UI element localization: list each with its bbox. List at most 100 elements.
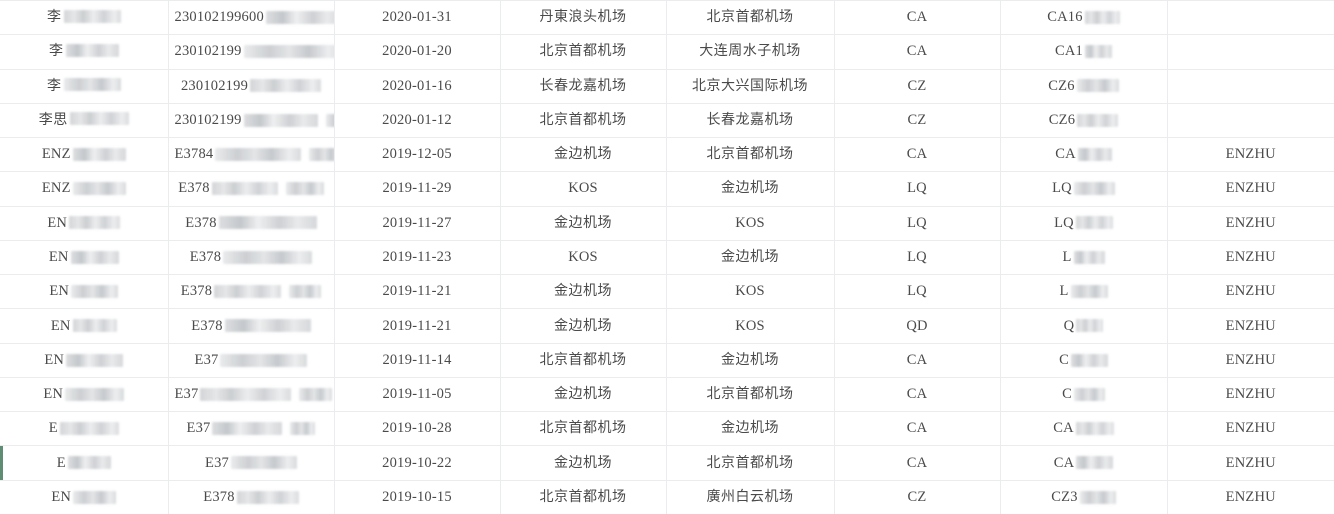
cell-text: 北京大兴国际机场 — [692, 76, 808, 93]
table-row[interactable]: EN E378 2019-11-21 金边机场 KOS LQ L ENZHU — [0, 274, 1334, 310]
table-row[interactable]: 李 230102199 2020-01-20 北京首都机场 大连周水子机场 CA CA1 — [0, 34, 1334, 70]
redacted-block — [63, 78, 121, 92]
table-row[interactable]: EN E378 2019-11-27 金边机场 KOS LQ LQ ENZHU — [0, 206, 1334, 241]
cell-airline: CZ — [834, 480, 1001, 514]
cell-text: 2020-01-12 — [382, 111, 452, 128]
cell-arrival: 北京首都机场 — [666, 137, 835, 173]
cell-text: CZ — [907, 488, 927, 505]
cell-text: C — [1059, 351, 1069, 368]
table-row[interactable]: 李 230102199 2020-01-16 长春龙嘉机场 北京大兴国际机场 CZ CZ6 — [0, 69, 1334, 104]
table-row[interactable]: EN E37 2019-11-14 北京首都机场 金边机场 CA C ENZHU — [0, 343, 1334, 378]
cell-text: LQ — [907, 283, 927, 300]
cell-text: CA — [906, 454, 928, 471]
redacted-block — [299, 387, 333, 401]
cell-flight_no: LQ — [1000, 171, 1168, 207]
cell-text: EN — [43, 386, 64, 403]
redacted-block — [250, 79, 322, 93]
cell-arrival: KOS — [666, 308, 835, 344]
table-row[interactable]: EN E378 2019-11-21 金边机场 KOS QD Q ENZHU — [0, 308, 1334, 344]
cell-text: ENZHU — [1225, 283, 1276, 300]
cell-text: CZ6 — [1048, 111, 1076, 128]
cell-name: 李 — [0, 0, 169, 36]
cell-id_no: E378 — [168, 480, 335, 514]
cell-airline: CZ — [834, 103, 1001, 139]
cell-arrival: 廣州白云机场 — [666, 480, 835, 514]
cell-flight_no: L — [1000, 274, 1168, 310]
cell-id_no: E378 — [168, 206, 335, 241]
cell-name: 李 — [0, 34, 169, 70]
cell-text: C — [1062, 386, 1072, 403]
cell-operator: ENZHU — [1167, 308, 1334, 344]
cell-text: 金边机场 — [721, 247, 779, 264]
cell-flight_no: L — [1000, 240, 1168, 276]
cell-date: 2019-11-27 — [334, 206, 501, 241]
cell-text: 2019-10-28 — [382, 420, 452, 437]
table-row[interactable]: 李 230102199600 2020-01-31 丹東浪头机场 北京首都机场 CA CA1… — [0, 0, 1334, 36]
table-row[interactable]: ENZ E378 2019-11-29 KOS 金边机场 LQ LQ ENZHU — [0, 171, 1334, 207]
cell-id_no: E378 — [168, 171, 335, 207]
cell-text: CA — [1055, 146, 1076, 163]
cell-text: KOS — [735, 214, 765, 231]
redacted-block — [69, 112, 129, 126]
redacted-block — [1079, 490, 1116, 504]
cell-departure: 北京首都机场 — [500, 34, 667, 70]
cell-text: 北京首都机场 — [706, 453, 794, 470]
redacted-block — [214, 285, 282, 298]
table-row[interactable]: EN E378 2019-10-15 北京首都机场 廣州白云机场 CZ CZ3 ENZHU — [0, 480, 1334, 514]
redacted-block — [72, 147, 126, 161]
table-row[interactable]: ENZ E3784 2019-12-05 金边机场 北京首都机场 CA CA ENZHU — [0, 137, 1334, 173]
cell-text: 2019-12-05 — [382, 146, 452, 163]
cell-name: 李思 — [0, 103, 169, 139]
cell-text: CZ — [907, 111, 927, 128]
cell-text: 金边机场 — [554, 316, 612, 333]
cell-airline: LQ — [834, 274, 1001, 310]
cell-name: ENZ — [0, 171, 169, 207]
cell-text: 230102199 — [174, 111, 242, 128]
cell-date: 2019-10-22 — [334, 445, 501, 481]
redacted-block — [1076, 456, 1114, 470]
table-row[interactable]: 李思 230102199 2020-01-12 北京首都机场 长春龙嘉机场 CZ CZ6 — [0, 103, 1334, 139]
cell-text: 2020-01-20 — [382, 43, 452, 60]
cell-date: 2019-10-28 — [334, 411, 501, 447]
cell-airline: CA — [834, 0, 1001, 36]
table-row[interactable]: E E37 2019-10-22 金边机场 北京首都机场 CA CA ENZHU — [0, 445, 1334, 481]
cell-date: 2019-11-21 — [334, 274, 501, 310]
table-row[interactable]: E E37 2019-10-28 北京首都机场 金边机场 CA CA ENZHU — [0, 411, 1334, 447]
cell-text: E378 — [189, 248, 222, 265]
cell-text: KOS — [735, 317, 765, 334]
cell-arrival: 大连周水子机场 — [666, 34, 835, 70]
cell-flight_no: CZ6 — [1000, 103, 1168, 139]
cell-id_no: E378 — [168, 240, 335, 276]
cell-operator — [1167, 34, 1334, 70]
cell-flight_no: C — [1000, 343, 1168, 378]
cell-text: 2019-10-22 — [382, 454, 452, 471]
cell-text: EN — [48, 248, 69, 265]
redacted-block — [211, 182, 278, 196]
cell-airline: LQ — [834, 206, 1001, 241]
cell-text: ENZHU — [1225, 386, 1276, 403]
redacted-block — [325, 113, 333, 127]
cell-text: EN — [44, 351, 65, 368]
cell-id_no: E37 — [168, 377, 335, 413]
cell-airline: CA — [834, 377, 1001, 413]
redacted-block — [285, 182, 324, 196]
cell-airline: CA — [834, 411, 1001, 447]
cell-text: 北京首都机场 — [539, 350, 627, 367]
cell-text: 2020-01-31 — [382, 9, 452, 26]
cell-text: ENZHU — [1225, 420, 1276, 437]
redacted-block — [1070, 285, 1108, 298]
cell-id_no: E37 — [168, 411, 335, 447]
redacted-block — [1077, 147, 1112, 161]
cell-text: 金边机场 — [554, 385, 612, 402]
cell-text: 2019-11-21 — [382, 283, 452, 300]
cell-text: EN — [51, 488, 72, 505]
cell-date: 2019-11-21 — [334, 308, 501, 344]
cell-text: 2019-10-15 — [382, 488, 452, 505]
cell-date: 2020-01-31 — [334, 0, 501, 36]
cell-id_no: E37 — [168, 343, 335, 378]
table-row[interactable]: EN E378 2019-11-23 KOS 金边机场 LQ L ENZHU — [0, 240, 1334, 276]
table-row[interactable]: EN E37 2019-11-05 金边机场 北京首都机场 CA C ENZHU — [0, 377, 1334, 413]
cell-date: 2019-11-23 — [334, 240, 501, 276]
cell-text: 2019-11-23 — [382, 248, 452, 265]
cell-name: EN — [0, 480, 169, 514]
